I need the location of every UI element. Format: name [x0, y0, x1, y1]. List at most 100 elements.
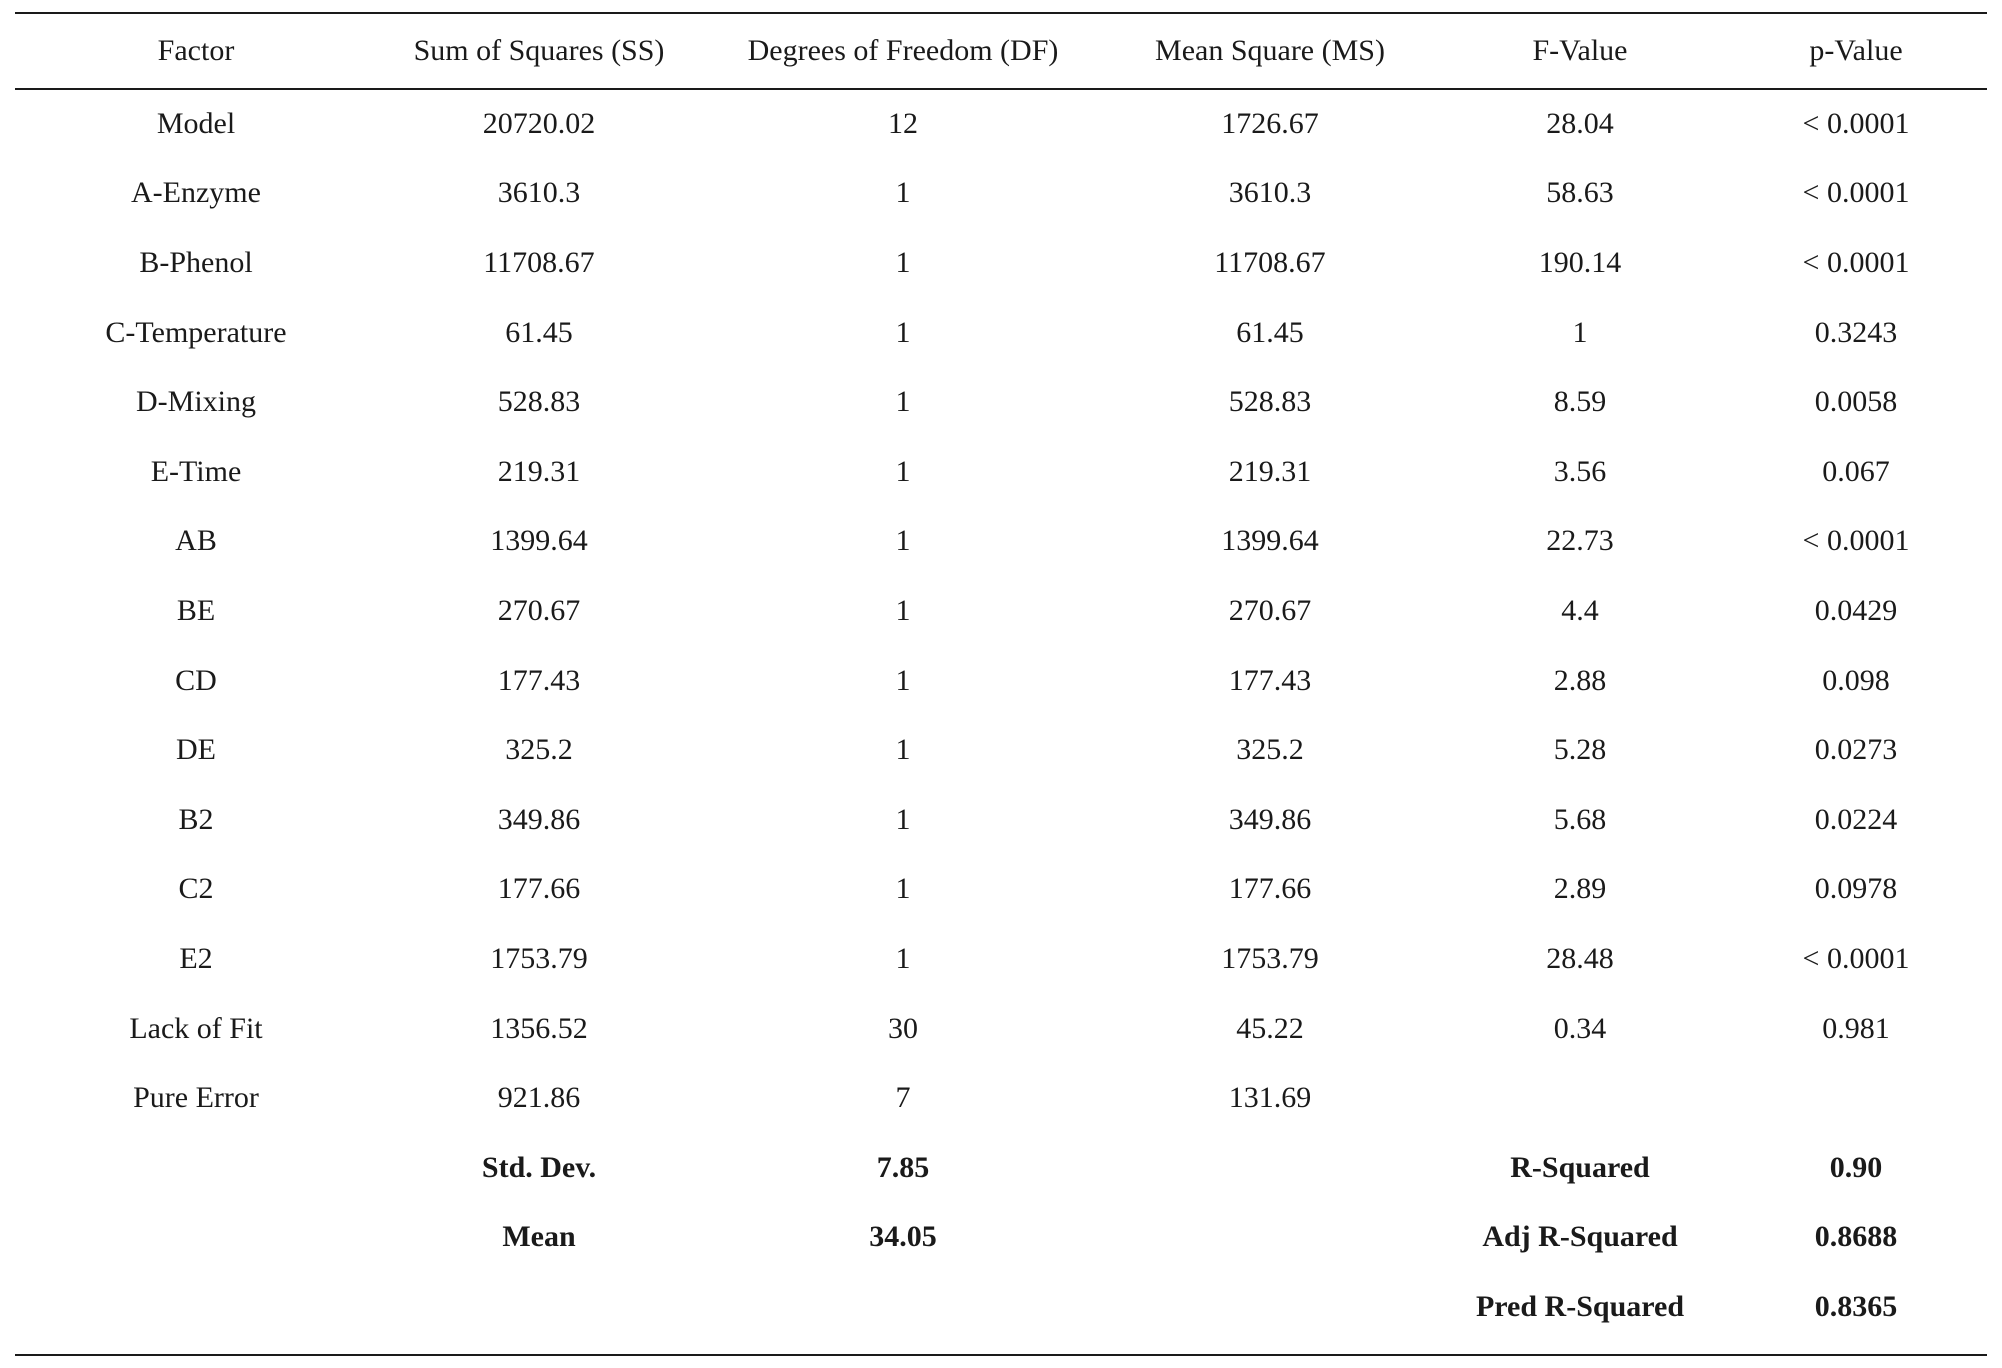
cell-f-value: 1 — [1572, 315, 1588, 349]
cell-factor: BE — [176, 593, 216, 627]
pred-r-squared-value: 0.8365 — [1814, 1289, 1898, 1323]
cell-f-value: 5.68 — [1553, 802, 1607, 836]
cell-degrees-of-freedom: 1 — [895, 593, 911, 627]
cell-sum-of-squares: 219.31 — [497, 454, 581, 488]
cell-p-value: 0.067 — [1822, 454, 1890, 488]
cell-sum-of-squares: 11708.67 — [483, 245, 595, 279]
cell-p-value: 0.0429 — [1814, 593, 1898, 627]
cell-factor: E-Time — [150, 454, 242, 488]
cell-f-value: 2.88 — [1553, 663, 1607, 697]
header-degrees-of-freedom: Degrees of Freedom (DF) — [747, 33, 1059, 67]
summary-empty-cell — [15, 1272, 377, 1342]
cell-factor: DE — [176, 733, 216, 767]
cell-sum-of-squares: 349.86 — [497, 802, 581, 836]
cell-mean-square: 177.43 — [1228, 663, 1312, 697]
table-top-rule — [15, 12, 1987, 14]
cell-factor: C-Temperature — [105, 315, 287, 349]
cell-mean-square: 1753.79 — [1221, 941, 1319, 975]
cell-f-value: 4.4 — [1561, 593, 1599, 627]
cell-f-value: 3.56 — [1553, 454, 1607, 488]
cell-mean-square: 11708.67 — [1214, 245, 1326, 279]
cell-sum-of-squares: 921.86 — [497, 1081, 581, 1115]
cell-sum-of-squares: 177.66 — [497, 872, 581, 906]
cell-factor: B2 — [178, 802, 214, 836]
cell-sum-of-squares: 1356.52 — [490, 1011, 588, 1045]
r-squared-label: R-Squared — [1510, 1150, 1650, 1184]
cell-mean-square: 177.66 — [1228, 872, 1312, 906]
std-dev-label: Std. Dev. — [481, 1150, 597, 1184]
cell-degrees-of-freedom: 1 — [895, 941, 911, 975]
table-row: E-Time 219.31 1 219.31 3.56 0.067 — [15, 437, 1987, 507]
cell-f-value: 58.63 — [1546, 176, 1614, 210]
cell-f-value — [1435, 1063, 1725, 1133]
cell-degrees-of-freedom: 1 — [895, 454, 911, 488]
table-row: C-Temperature 61.45 1 61.45 1 0.3243 — [15, 298, 1987, 368]
cell-f-value: 5.28 — [1553, 733, 1607, 767]
cell-p-value — [1725, 1063, 1987, 1133]
cell-p-value: < 0.0001 — [1802, 941, 1910, 975]
summary-empty-cell — [701, 1272, 1105, 1342]
cell-p-value: < 0.0001 — [1802, 106, 1910, 140]
cell-mean-square: 270.67 — [1228, 593, 1312, 627]
table-row: Model 20720.02 12 1726.67 28.04 < 0.0001 — [15, 89, 1987, 159]
summary-row-mean: Mean 34.05 Adj R-Squared 0.8688 — [15, 1203, 1987, 1273]
cell-p-value: 0.3243 — [1814, 315, 1898, 349]
cell-sum-of-squares: 3610.3 — [497, 176, 581, 210]
cell-f-value: 190.14 — [1538, 245, 1622, 279]
summary-empty-cell — [377, 1272, 701, 1342]
cell-degrees-of-freedom: 12 — [888, 106, 918, 140]
cell-sum-of-squares: 1399.64 — [490, 524, 588, 558]
cell-mean-square: 325.2 — [1236, 733, 1304, 767]
cell-degrees-of-freedom: 1 — [895, 385, 911, 419]
table-row: AB 1399.64 1 1399.64 22.73 < 0.0001 — [15, 507, 1987, 577]
table-row: B2 349.86 1 349.86 5.68 0.0224 — [15, 785, 1987, 855]
cell-factor: CD — [175, 663, 217, 697]
cell-mean-square: 1399.64 — [1221, 524, 1319, 558]
cell-mean-square: 45.22 — [1236, 1011, 1304, 1045]
cell-sum-of-squares: 61.45 — [505, 315, 573, 349]
cell-degrees-of-freedom: 1 — [895, 663, 911, 697]
cell-degrees-of-freedom: 1 — [895, 245, 911, 279]
cell-factor: B-Phenol — [139, 245, 253, 279]
anova-table: Factor Sum of Squares (SS) Degrees of Fr… — [15, 12, 1987, 1342]
cell-factor: C2 — [178, 872, 214, 906]
cell-degrees-of-freedom: 1 — [895, 733, 911, 767]
cell-sum-of-squares: 528.83 — [497, 385, 581, 419]
pred-r-squared-label: Pred R-Squared — [1475, 1289, 1685, 1323]
std-dev-value: 7.85 — [876, 1150, 930, 1184]
cell-factor: Lack of Fit — [129, 1011, 263, 1045]
summary-empty-cell — [1105, 1272, 1435, 1342]
summary-empty-cell — [1105, 1133, 1435, 1203]
cell-mean-square: 61.45 — [1236, 315, 1304, 349]
cell-sum-of-squares: 325.2 — [505, 733, 573, 767]
cell-sum-of-squares: 177.43 — [497, 663, 581, 697]
cell-p-value: 0.098 — [1822, 663, 1890, 697]
table-row: DE 325.2 1 325.2 5.28 0.0273 — [15, 715, 1987, 785]
cell-p-value: 0.0058 — [1814, 385, 1898, 419]
summary-empty-cell — [1105, 1203, 1435, 1273]
cell-mean-square: 131.69 — [1228, 1081, 1312, 1115]
cell-degrees-of-freedom: 30 — [888, 1011, 918, 1045]
table-row: A-Enzyme 3610.3 1 3610.3 58.63 < 0.0001 — [15, 159, 1987, 229]
table-row: BE 270.67 1 270.67 4.4 0.0429 — [15, 576, 1987, 646]
header-sum-of-squares: Sum of Squares (SS) — [413, 33, 665, 67]
cell-degrees-of-freedom: 1 — [895, 176, 911, 210]
table-row: B-Phenol 11708.67 1 11708.67 190.14 < 0.0001 — [15, 228, 1987, 298]
summary-row-std-dev: Std. Dev. 7.85 R-Squared 0.90 — [15, 1133, 1987, 1203]
cell-mean-square: 219.31 — [1228, 454, 1312, 488]
summary-empty-cell — [15, 1133, 377, 1203]
cell-p-value: < 0.0001 — [1802, 524, 1910, 558]
cell-factor: E2 — [179, 941, 213, 975]
cell-sum-of-squares: 20720.02 — [482, 106, 596, 140]
header-mean-square: Mean Square (MS) — [1155, 33, 1385, 67]
cell-mean-square: 528.83 — [1228, 385, 1312, 419]
summary-empty-cell — [15, 1203, 377, 1273]
cell-factor: D-Mixing — [136, 385, 256, 419]
adj-r-squared-label: Adj R-Squared — [1482, 1220, 1678, 1254]
mean-label: Mean — [502, 1220, 576, 1254]
header-bottom-rule — [15, 88, 1987, 90]
cell-p-value: < 0.0001 — [1802, 176, 1910, 210]
table-row: CD 177.43 1 177.43 2.88 0.098 — [15, 646, 1987, 716]
cell-factor: Model — [156, 106, 236, 140]
table-bottom-rule — [15, 1354, 1987, 1356]
